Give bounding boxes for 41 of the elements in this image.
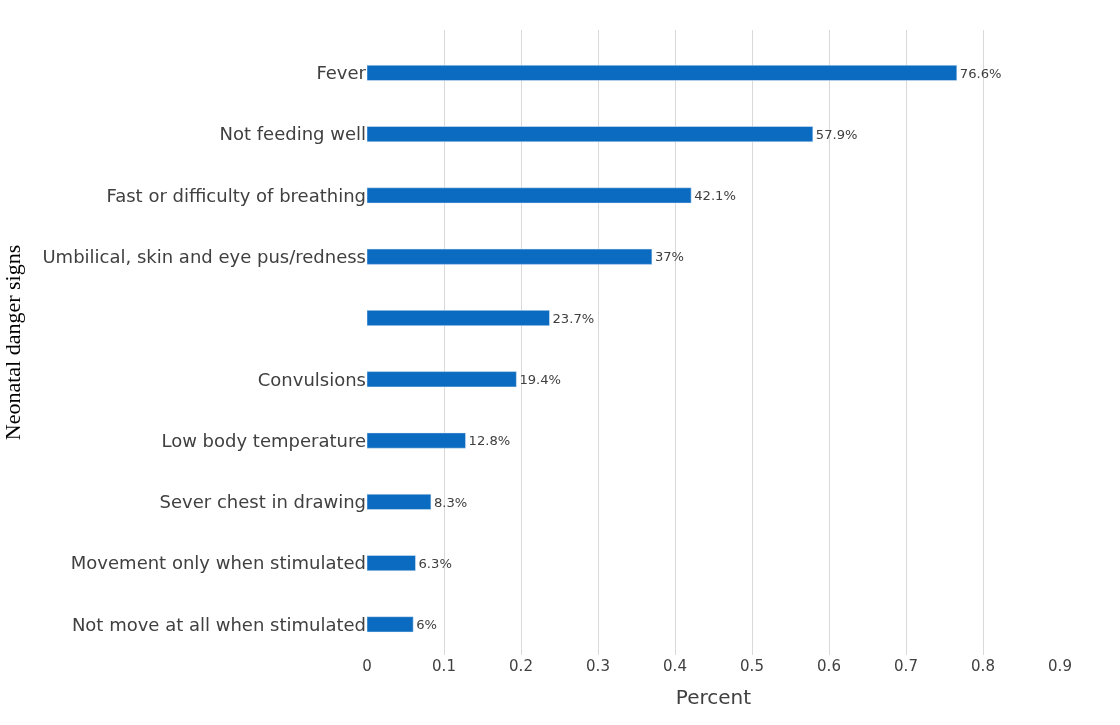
- data-label: 12.8%: [468, 433, 511, 449]
- data-label: 6%: [416, 617, 438, 633]
- y-tick-label: Not feeding well: [219, 123, 366, 145]
- data-label: 37%: [654, 249, 685, 265]
- data-label: 57.9%: [815, 126, 858, 142]
- x-tick-label: 0.7: [894, 657, 918, 675]
- bar: [367, 126, 814, 143]
- y-tick-label: Not move at all when stimulated: [71, 613, 366, 635]
- data-label: 19.4%: [519, 372, 562, 387]
- bar: [367, 493, 432, 510]
- x-tick-label: 0.6: [817, 657, 841, 675]
- data-label: 42.1%: [694, 188, 736, 204]
- x-tick-label: 0: [362, 657, 372, 675]
- y-tick-label: Movement only when stimulated: [70, 552, 366, 574]
- y-tick-label: Convulsions: [257, 368, 366, 390]
- bar: [367, 187, 692, 204]
- bar: [367, 616, 414, 633]
- bar: [367, 310, 550, 326]
- bar: [367, 371, 517, 388]
- data-label: 23.7%: [552, 310, 595, 326]
- y-tick-label: Umbilical, skin and eye pus/redness: [42, 246, 366, 268]
- bar: [367, 555, 416, 571]
- x-tick-label: 0.8: [971, 657, 995, 675]
- bar: [367, 432, 466, 449]
- y-axis-title: Neonatal danger signs: [0, 244, 26, 441]
- x-tick-label: 0.1: [432, 657, 456, 675]
- bar: [367, 64, 958, 81]
- y-tick-label: Fast or difficulty of breathing: [106, 184, 366, 206]
- y-tick-label: Sever chest in drawing: [159, 491, 366, 513]
- y-tick-label: Low body temperature: [161, 429, 366, 451]
- x-tick-label: 0.2: [509, 657, 533, 675]
- x-tick-label: 0.9: [1048, 657, 1072, 675]
- y-tick-label: Fever: [316, 62, 367, 84]
- x-tick-label: 0.5: [740, 657, 764, 675]
- x-tick-label: 0.4: [663, 657, 687, 675]
- bar: [367, 248, 653, 265]
- x-axis-title: Percent: [675, 684, 752, 709]
- data-label: 8.3%: [433, 494, 468, 510]
- x-tick-label: 0.3: [586, 657, 610, 675]
- data-label: 6.3%: [418, 555, 452, 571]
- data-label: 76.6%: [959, 65, 1002, 81]
